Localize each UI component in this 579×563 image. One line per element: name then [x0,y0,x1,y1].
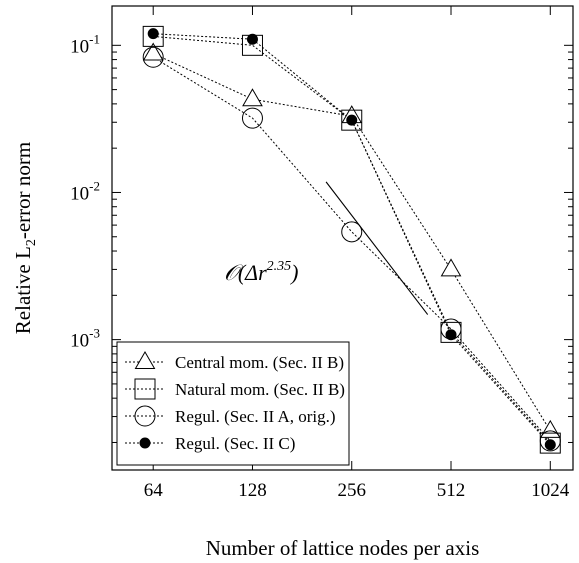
point-square [142,25,164,47]
point-dot [246,33,258,45]
y-axis-label: Relative L2-error norm [11,142,39,334]
tick-labels: 64 128 256 512 1024 10-1 10-2 10-3 [70,31,570,501]
legend-marker-dot [139,437,151,449]
x-tick-label: 512 [437,480,466,501]
y-axis-label-suffix: -error norm [11,142,35,239]
legend-label: Regul. (Sec. II A, orig.) [175,407,336,426]
point-dot [544,439,556,451]
tick-marks [112,6,573,470]
x-tick-label: 128 [238,480,267,501]
series-line-circle [152,56,551,442]
point-triangle [539,419,561,438]
legend-label: Regul. (Sec. II C) [175,434,295,453]
y-axis-label-prefix: Relative L [11,246,35,334]
point-triangle [142,42,164,61]
slope-label: 𝒪(Δr2.35) [224,259,299,285]
x-tick-label: 1024 [531,480,570,501]
legend-marker-circle [134,405,156,427]
plot-frame [111,5,574,471]
point-dot [445,329,457,341]
legend: Central mom. (Sec. II B) Natural mom. (Se… [116,341,350,466]
y-tick-label: 10-3 [70,326,100,352]
point-square [440,321,462,343]
slope-annotation: 𝒪(Δr2.35) [224,181,429,315]
point-dot [147,28,159,40]
x-tick-label: 256 [337,480,366,501]
legend-box [116,341,350,466]
slope-reference-line [325,181,429,315]
legend-label: Natural mom. (Sec. II B) [175,380,345,399]
point-circle [142,46,164,68]
point-square [341,109,363,131]
series-markers [142,25,561,454]
point-triangle [440,258,462,277]
x-axis-label: Number of lattice nodes per axis [206,536,480,560]
legend-label: Central mom. (Sec. II B) [175,353,344,372]
series-line-dot [153,33,551,446]
y-axis-label-subscript: 2 [24,239,39,246]
legend-marker-square [134,378,156,400]
x-tick-label: 64 [144,480,164,501]
point-dot [346,114,358,126]
point-circle [241,107,263,129]
point-circle [341,221,363,243]
point-circle [539,430,561,452]
y-tick-label: 10-2 [70,178,100,204]
point-triangle [242,88,263,107]
y-tick-label: 10-1 [70,31,100,57]
legend-marker-triangle [134,350,156,369]
